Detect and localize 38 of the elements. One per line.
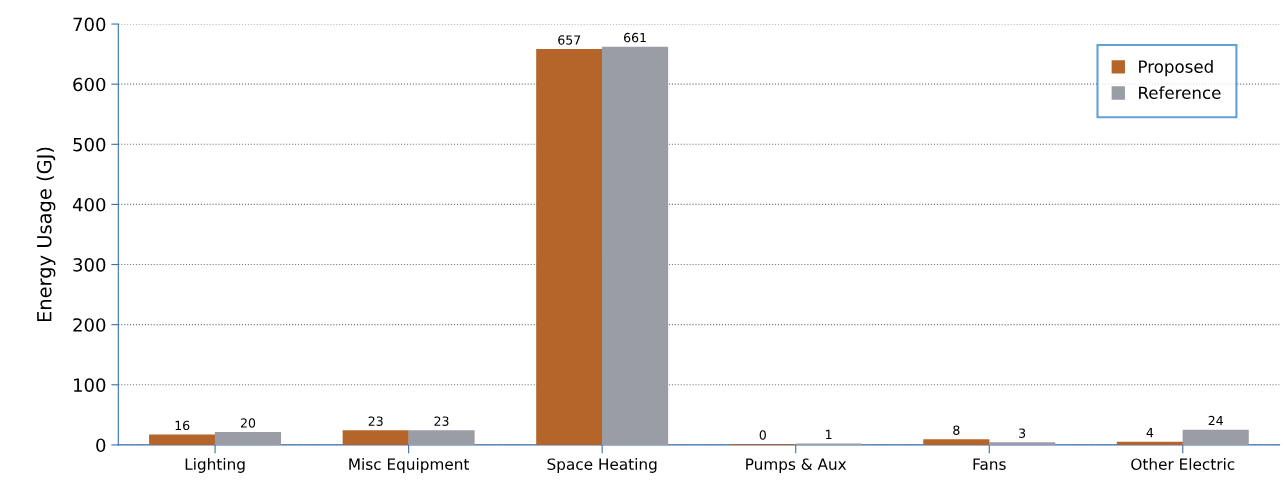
legend-label: Proposed [1139, 60, 1213, 77]
data-label: 23 [368, 416, 383, 426]
y-tick-label: 0 [96, 438, 106, 453]
bar [601, 46, 669, 445]
bar [1116, 441, 1183, 445]
data-label: 23 [434, 416, 449, 426]
bar [408, 430, 475, 445]
y-tick-label: 600 [73, 77, 106, 92]
data-label: 3 [1019, 428, 1026, 438]
y-tick-label: 400 [72, 197, 106, 212]
data-label: 24 [1208, 415, 1223, 426]
bar [214, 432, 282, 445]
y-tick-label: 500 [73, 137, 106, 152]
y-tick-label: 700 [73, 17, 106, 32]
data-label: 0 [759, 430, 766, 440]
y-tick-label: 300 [73, 258, 106, 272]
data-label: 20 [240, 418, 256, 428]
data-label: 4 [1146, 428, 1154, 438]
x-tick-label: Other Electric [1131, 458, 1235, 470]
data-label: 661 [624, 32, 646, 43]
bar [149, 434, 216, 445]
x-tick-label: Pumps & Aux [746, 458, 847, 473]
bar [923, 439, 990, 445]
bar [536, 49, 603, 445]
data-label: 657 [558, 35, 581, 45]
data-label: 16 [175, 420, 190, 431]
bar [1182, 429, 1249, 445]
x-tick-label: Lighting [185, 458, 245, 473]
y-tick-label: 200 [73, 318, 106, 332]
x-tick-label: Space Heating [547, 458, 657, 473]
data-label: 1 [826, 429, 832, 439]
data-label: 8 [953, 425, 960, 435]
bar [342, 430, 409, 445]
x-tick-label: Misc Equipment [349, 458, 470, 473]
y-tick-label: 100 [74, 378, 106, 392]
x-tick-label: Fans [973, 458, 1006, 470]
y-axis-title: Energy Usage (GJ) [36, 147, 56, 322]
legend-label: Reference [1139, 86, 1221, 100]
